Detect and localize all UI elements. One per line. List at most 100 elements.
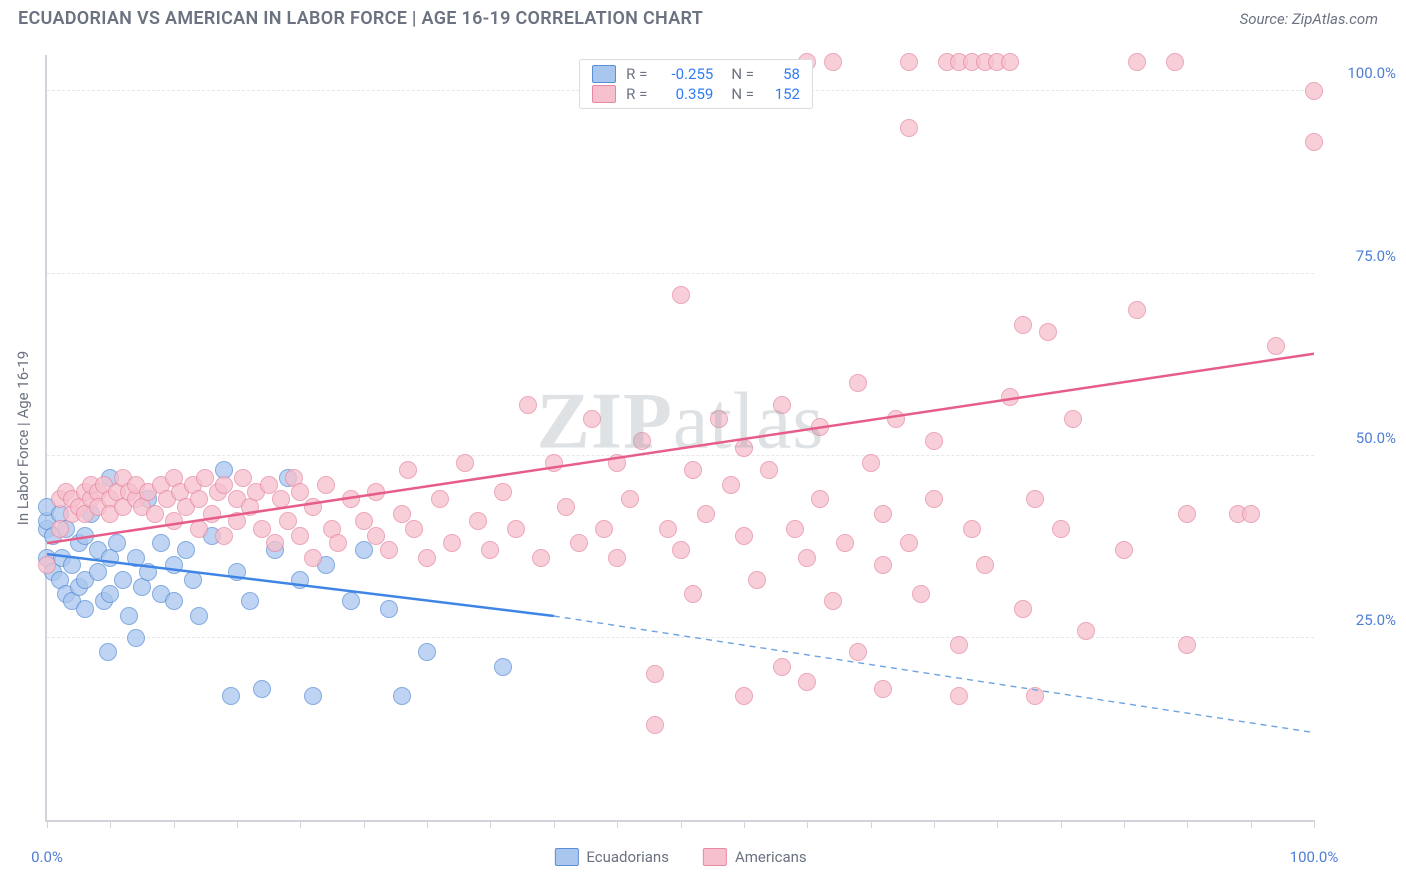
x-tick — [807, 820, 808, 828]
data-point — [874, 505, 892, 523]
plot-inner: 25.0%50.0%75.0%100.0%0.0%100.0% — [47, 55, 1314, 820]
data-point — [608, 454, 626, 472]
data-point — [1052, 520, 1070, 538]
x-tick — [174, 820, 175, 828]
data-point — [735, 527, 753, 545]
data-point — [342, 490, 360, 508]
data-point — [824, 592, 842, 610]
stat-n-label: N = — [731, 85, 754, 103]
stat-n-value: 152 — [764, 85, 800, 103]
data-point — [811, 418, 829, 436]
data-point — [469, 512, 487, 530]
data-point — [925, 490, 943, 508]
data-point — [101, 585, 119, 603]
data-point — [672, 286, 690, 304]
data-point — [773, 658, 791, 676]
x-tick — [237, 820, 238, 828]
data-point — [659, 520, 677, 538]
data-point — [291, 483, 309, 501]
data-point — [165, 556, 183, 574]
x-tick — [47, 820, 48, 828]
data-point — [127, 629, 145, 647]
x-tick — [681, 820, 682, 828]
data-point — [367, 483, 385, 501]
data-point — [900, 53, 918, 71]
data-point — [184, 571, 202, 589]
data-point — [63, 556, 81, 574]
data-point — [108, 534, 126, 552]
data-point — [824, 53, 842, 71]
data-point — [266, 534, 284, 552]
legend-stats-box: R =-0.255N =58R =0.359N =152 — [579, 59, 813, 109]
y-tick-label: 25.0% — [1326, 611, 1396, 629]
gridline — [47, 273, 1314, 274]
data-point — [165, 512, 183, 530]
data-point — [89, 563, 107, 581]
data-point — [215, 476, 233, 494]
chart-source: Source: ZipAtlas.com — [1240, 10, 1378, 28]
data-point — [393, 505, 411, 523]
data-point — [1115, 541, 1133, 559]
data-point — [1026, 687, 1044, 705]
data-point — [203, 505, 221, 523]
chart-header: ECUADORIAN VS AMERICAN IN LABOR FORCE | … — [0, 0, 1406, 39]
x-tick — [1187, 820, 1188, 828]
data-point — [862, 454, 880, 472]
data-point — [146, 505, 164, 523]
data-point — [1128, 301, 1146, 319]
data-point — [317, 476, 335, 494]
data-point — [1178, 636, 1196, 654]
data-point — [811, 490, 829, 508]
data-point — [595, 520, 613, 538]
data-point — [291, 571, 309, 589]
legend-item: Ecuadorians — [554, 848, 669, 866]
data-point — [279, 512, 297, 530]
data-point — [1077, 622, 1095, 640]
data-point — [76, 600, 94, 618]
data-point — [950, 687, 968, 705]
data-point — [177, 541, 195, 559]
data-point — [887, 410, 905, 428]
data-point — [1128, 53, 1146, 71]
data-point — [114, 571, 132, 589]
data-point — [222, 687, 240, 705]
stat-n-value: 58 — [764, 65, 800, 83]
x-tick-label: 100.0% — [1290, 848, 1339, 866]
data-point — [228, 512, 246, 530]
data-point — [139, 563, 157, 581]
data-point — [1267, 337, 1285, 355]
data-point — [621, 490, 639, 508]
data-point — [735, 439, 753, 457]
legend-swatch — [592, 85, 616, 103]
data-point — [849, 643, 867, 661]
data-point — [900, 119, 918, 137]
data-point — [735, 687, 753, 705]
data-point — [874, 680, 892, 698]
x-tick — [300, 820, 301, 828]
data-point — [874, 556, 892, 574]
legend-stat-row: R =-0.255N =58 — [592, 64, 800, 84]
data-point — [215, 527, 233, 545]
data-point — [329, 534, 347, 552]
data-point — [304, 549, 322, 567]
data-point — [950, 636, 968, 654]
gridline — [47, 637, 1314, 638]
data-point — [773, 396, 791, 414]
data-point — [367, 527, 385, 545]
x-tick — [934, 820, 935, 828]
x-tick — [554, 820, 555, 828]
legend-label: Americans — [735, 848, 807, 866]
x-tick — [871, 820, 872, 828]
stat-r-label: R = — [626, 85, 647, 103]
data-point — [418, 549, 436, 567]
data-point — [418, 643, 436, 661]
x-tick — [364, 820, 365, 828]
data-point — [228, 563, 246, 581]
data-point — [405, 520, 423, 538]
stat-r-label: R = — [626, 65, 647, 83]
data-point — [684, 461, 702, 479]
data-point — [76, 527, 94, 545]
data-point — [519, 396, 537, 414]
y-tick-label: 75.0% — [1326, 247, 1396, 265]
data-point — [976, 556, 994, 574]
